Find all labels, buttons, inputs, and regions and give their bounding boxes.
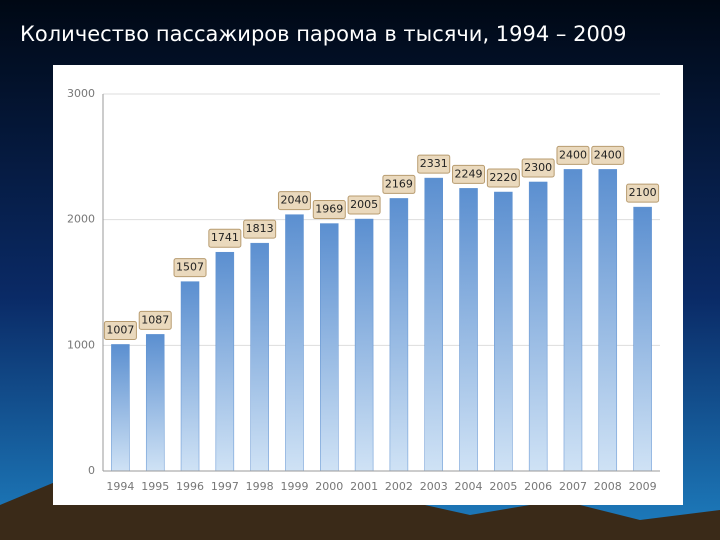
bar [180, 281, 200, 472]
x-tick-label: 2005 [489, 480, 517, 493]
x-tick-label: 2007 [559, 480, 587, 493]
x-tick-label: 2008 [594, 480, 622, 493]
value-label: 1969 [315, 203, 343, 216]
value-label: 2331 [420, 157, 448, 170]
x-tick-label: 1997 [211, 480, 239, 493]
value-label: 2300 [524, 161, 552, 174]
y-tick-label: 3000 [67, 87, 95, 100]
x-tick-label: 2002 [385, 480, 413, 493]
bar [459, 188, 478, 472]
y-tick-label: 0 [88, 464, 95, 477]
value-label: 1813 [246, 222, 274, 235]
value-label-box [521, 158, 555, 178]
value-label-box [486, 168, 520, 188]
value-label: 2005 [350, 198, 378, 211]
x-tick-label: 1996 [176, 480, 204, 493]
value-label-box [103, 320, 137, 340]
x-tick-label: 2003 [420, 480, 448, 493]
value-label-box [417, 154, 451, 174]
bar [145, 334, 165, 472]
value-label: 2249 [455, 167, 483, 180]
mountains [0, 480, 720, 540]
y-tick-label: 1000 [67, 338, 95, 351]
value-label-box [591, 145, 625, 165]
bar [215, 251, 235, 472]
x-tick-label: 1999 [280, 480, 308, 493]
chart-title: Количество пассажиров парома в тысячи, 1… [20, 22, 627, 46]
value-label: 2040 [280, 194, 308, 207]
value-label-box [626, 183, 660, 203]
value-label-box [556, 145, 590, 165]
value-label: 2400 [559, 148, 587, 161]
value-label-box [243, 219, 277, 239]
value-label-box [138, 310, 172, 330]
value-label: 1007 [106, 323, 134, 336]
bar [598, 169, 618, 472]
value-label-box [312, 200, 346, 220]
value-label: 2220 [489, 171, 517, 184]
value-label: 2400 [594, 148, 622, 161]
x-tick-label: 2004 [455, 480, 483, 493]
bar [354, 218, 374, 472]
x-tick-label: 1998 [246, 480, 274, 493]
x-tick-label: 2001 [350, 480, 378, 493]
bar [424, 177, 443, 472]
bar [320, 223, 339, 472]
bar [494, 191, 513, 472]
bar [389, 198, 409, 472]
y-tick-label: 2000 [67, 213, 95, 226]
bar [633, 206, 652, 472]
bar [285, 214, 304, 472]
bar [111, 344, 130, 472]
value-label-box [173, 258, 207, 278]
x-tick-label: 2009 [629, 480, 657, 493]
value-label-box [277, 191, 311, 211]
value-label-box [347, 195, 381, 215]
value-label: 1087 [141, 313, 169, 326]
x-tick-label: 1995 [141, 480, 169, 493]
value-label-box [452, 164, 486, 184]
value-label: 1741 [211, 231, 239, 244]
x-tick-label: 2000 [315, 480, 343, 493]
value-label: 2169 [385, 177, 413, 190]
x-tick-label: 2006 [524, 480, 552, 493]
bar [250, 242, 269, 472]
bar [563, 169, 583, 472]
value-label: 2100 [629, 186, 657, 199]
value-label: 1507 [176, 261, 204, 274]
value-label-box [382, 174, 416, 194]
bar [528, 181, 548, 472]
x-tick-label: 1994 [106, 480, 134, 493]
value-label-box [208, 228, 242, 248]
